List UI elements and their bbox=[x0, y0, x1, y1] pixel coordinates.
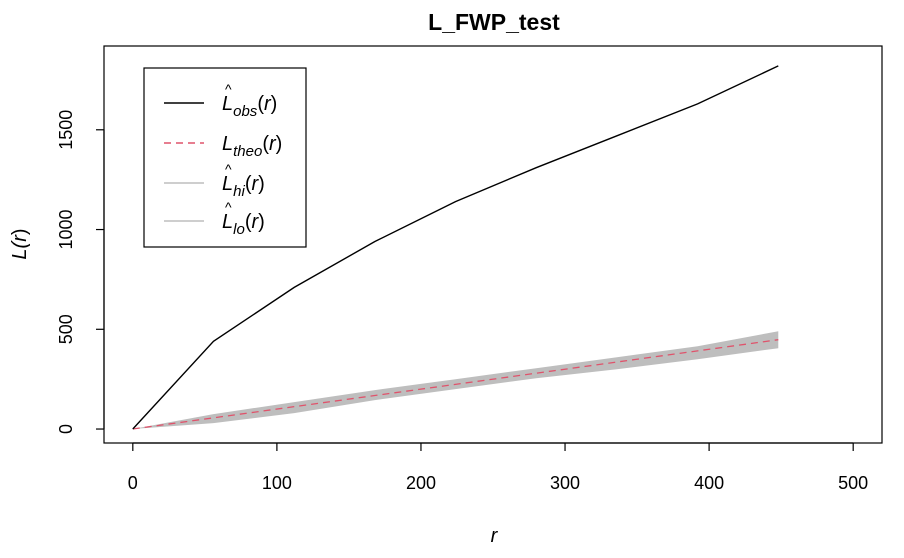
y-axis: 0 500 1000 1500 bbox=[56, 110, 105, 434]
envelope-band bbox=[132, 331, 779, 429]
hat-accent-icon: ^ bbox=[225, 161, 232, 177]
x-tick-label: 200 bbox=[406, 473, 436, 493]
legend-label: Llo(r) bbox=[222, 211, 265, 238]
legend-item-lo: Llo(r)^ bbox=[164, 199, 265, 238]
y-tick-label: 0 bbox=[56, 424, 76, 434]
plot-area bbox=[132, 65, 779, 430]
hat-accent-icon: ^ bbox=[225, 81, 232, 97]
x-tick-label: 500 bbox=[838, 473, 868, 493]
hat-accent-icon: ^ bbox=[225, 199, 232, 215]
legend-box bbox=[143, 67, 307, 248]
x-tick-label: 300 bbox=[550, 473, 580, 493]
series-obs-line bbox=[132, 65, 779, 430]
legend-item-hi: Lhi(r)^ bbox=[164, 161, 265, 200]
x-tick-label: 100 bbox=[262, 473, 292, 493]
x-axis-label: r bbox=[491, 525, 499, 547]
legend-label: Ltheo(r) bbox=[222, 133, 282, 160]
legend-item-theo: Ltheo(r) bbox=[164, 133, 282, 160]
legend-item-obs: Lobs(r)^ bbox=[164, 81, 277, 120]
legend-label: Lobs(r) bbox=[222, 93, 277, 120]
x-tick-label: 400 bbox=[694, 473, 724, 493]
y-tick-label: 1000 bbox=[56, 210, 76, 250]
series-theo-line bbox=[132, 339, 779, 430]
legend: Lobs(r)^Ltheo(r)Lhi(r)^Llo(r)^ bbox=[143, 67, 307, 248]
x-axis: 0 100 200 300 400 500 bbox=[128, 442, 868, 493]
y-axis-label: L(r) bbox=[9, 228, 31, 259]
chart-title: L_FWP_test bbox=[428, 9, 560, 35]
legend-label: Lhi(r) bbox=[222, 173, 265, 200]
x-tick-label: 0 bbox=[128, 473, 138, 493]
y-tick-label: 500 bbox=[56, 314, 76, 344]
y-tick-label: 1500 bbox=[56, 110, 76, 150]
